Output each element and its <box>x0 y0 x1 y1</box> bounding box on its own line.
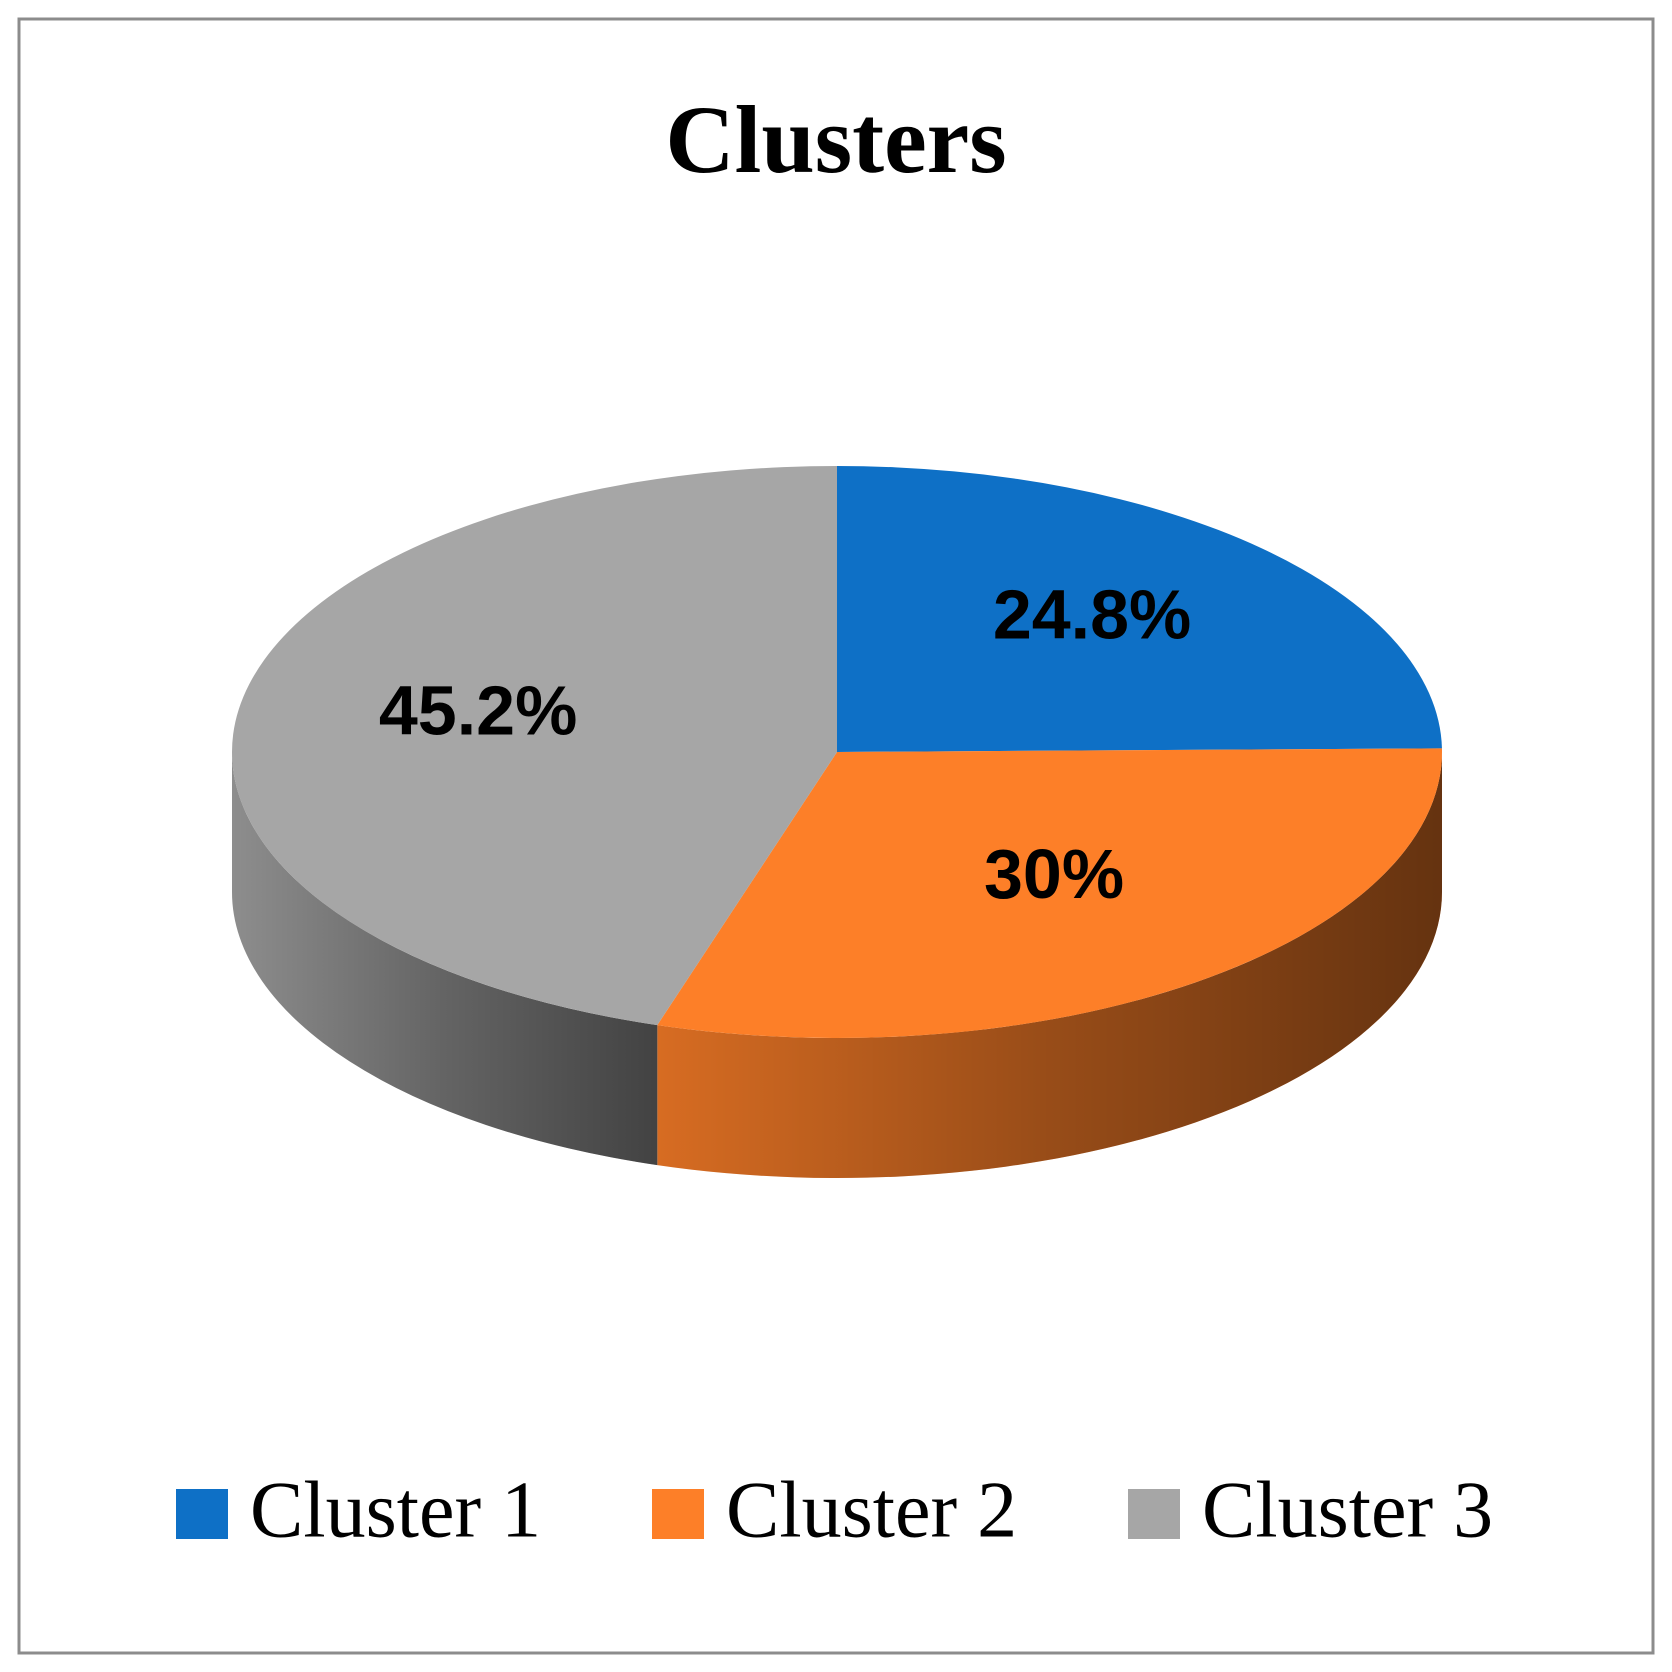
data-label: 45.2% <box>379 672 577 750</box>
pie-slice <box>231 466 837 1026</box>
pie-side-shade <box>657 752 1442 1178</box>
legend-swatch <box>1128 1489 1180 1539</box>
pie-tops <box>231 466 1442 1038</box>
legend-swatch <box>652 1489 704 1539</box>
pie-side-shade <box>232 752 658 1166</box>
chart-title: Clusters <box>665 86 1006 193</box>
legend-label: Cluster 1 <box>250 1466 541 1554</box>
data-label: 30% <box>984 835 1124 913</box>
data-labels: 24.8% 30% 45.2% <box>379 575 1191 913</box>
legend-swatch <box>176 1489 228 1539</box>
pie-slice <box>837 466 1442 752</box>
legend-label: Cluster 2 <box>726 1466 1017 1554</box>
pie-sides <box>232 752 1442 1178</box>
data-label: 24.8% <box>993 575 1191 653</box>
legend-label: Cluster 3 <box>1202 1466 1493 1554</box>
legend: Cluster 1 Cluster 2 Cluster 3 <box>176 1466 1493 1554</box>
pie-slice <box>657 748 1442 1038</box>
